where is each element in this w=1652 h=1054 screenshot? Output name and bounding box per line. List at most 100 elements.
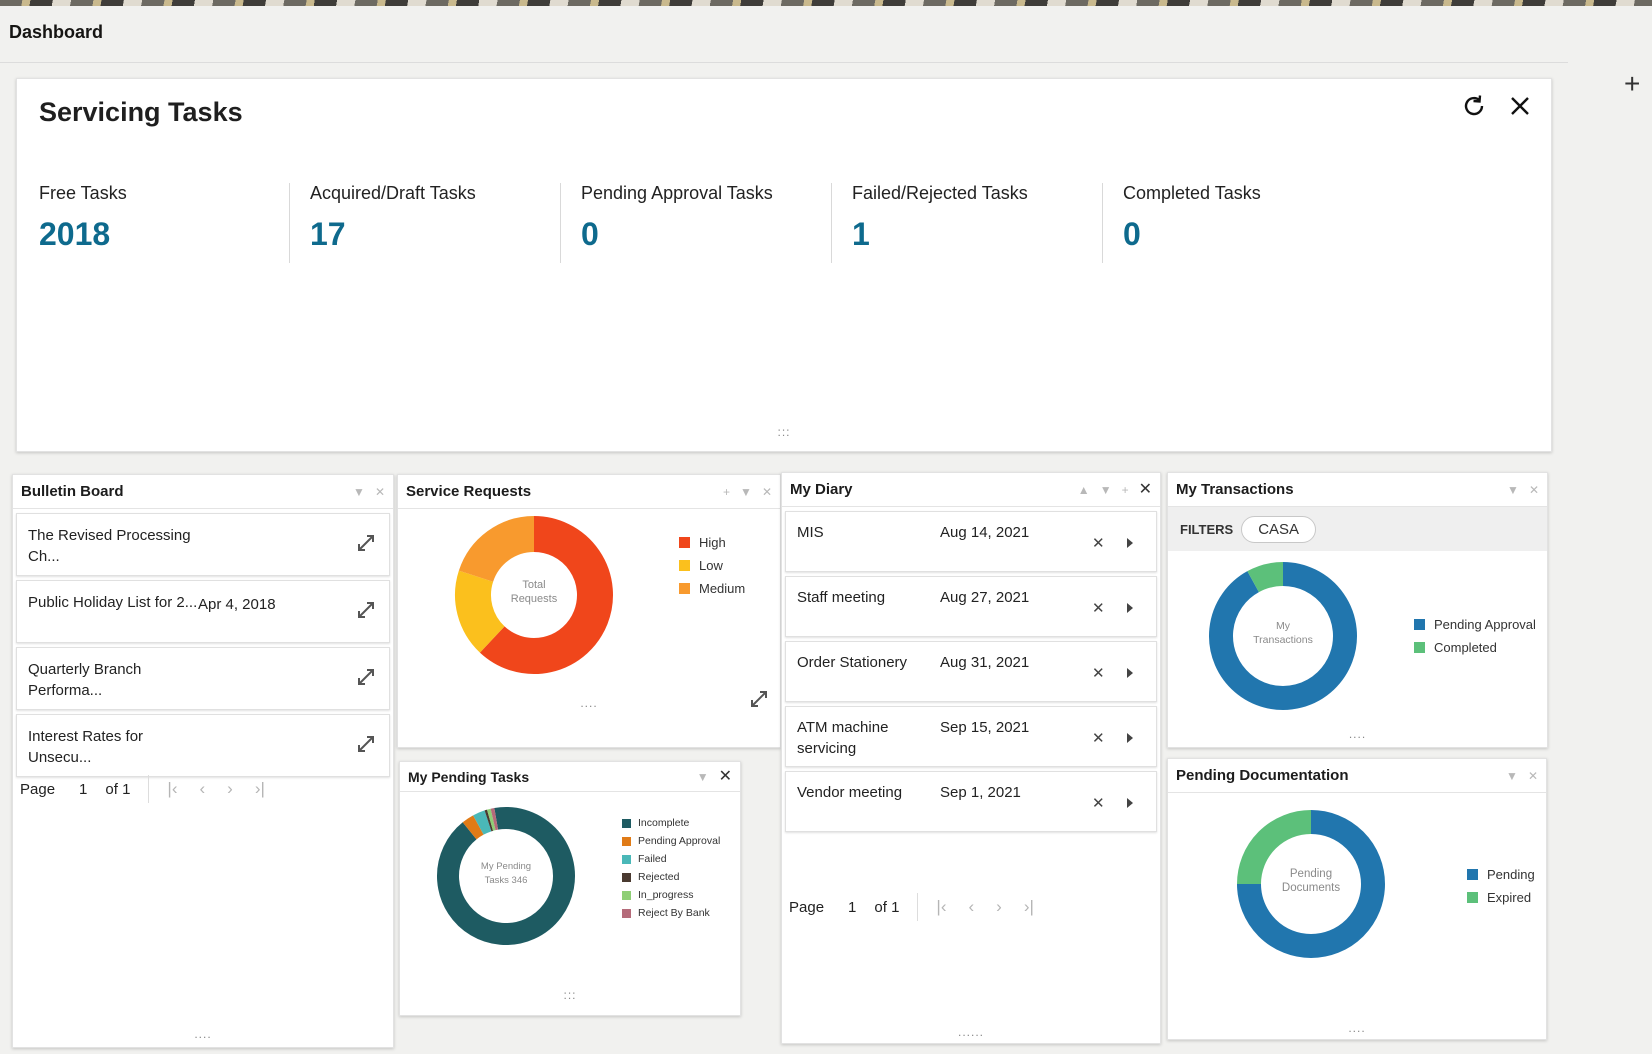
stat-free-tasks[interactable]: Free Tasks 2018 [39, 183, 290, 263]
delete-icon[interactable]: ✕ [1092, 665, 1105, 682]
close-icon[interactable] [1503, 89, 1537, 123]
close-icon[interactable]: ✕ [1527, 768, 1538, 783]
legend-swatch [679, 583, 690, 594]
resize-handle[interactable]: .... [1348, 1021, 1366, 1035]
list-item[interactable]: Staff meeting Aug 27, 2021 ✕ [785, 576, 1157, 637]
list-item[interactable]: Quarterly Branch Performa... [16, 647, 390, 710]
expand-icon[interactable] [357, 735, 375, 757]
donut-slice-pending[interactable] [1237, 810, 1385, 958]
list-item[interactable]: Public Holiday List for 2... Apr 4, 2018 [16, 580, 390, 643]
first-page-icon[interactable]: |‹ [936, 897, 947, 916]
donut-slice-expired[interactable] [1237, 810, 1312, 885]
pending-documentation-donut-chart: Pending Documents [1237, 810, 1385, 958]
stat-value[interactable]: 1 [852, 216, 870, 252]
my-pending-tasks-widget: My Pending Tasks ▼ ✕ My Pending Tasks 346… [399, 761, 741, 1016]
donut-slice-medium[interactable] [458, 516, 535, 583]
list-item[interactable]: ATM machine servicing Sep 15, 2021 ✕ [785, 706, 1157, 767]
chevron-right-icon[interactable] [1126, 601, 1134, 618]
expand-icon[interactable] [750, 690, 768, 713]
page-number-input[interactable]: 1 [848, 898, 857, 916]
my-diary-widget: My Diary ▲ ▼ + ✕ MIS Aug 14, 2021 ✕ Staf… [781, 472, 1161, 1044]
list-item[interactable]: Vendor meeting Sep 1, 2021 ✕ [785, 771, 1157, 832]
list-item[interactable]: Order Stationery Aug 31, 2021 ✕ [785, 641, 1157, 702]
list-item[interactable]: The Revised Processing Ch... [16, 513, 390, 576]
list-item[interactable]: Interest Rates for Unsecu... [16, 714, 390, 777]
stat-value[interactable]: 2018 [39, 216, 111, 252]
diary-date: Aug 27, 2021 [940, 589, 1030, 606]
expand-icon[interactable] [357, 601, 375, 623]
donut-slice-incomplete[interactable] [437, 807, 575, 945]
last-page-icon[interactable]: ›| [1023, 897, 1034, 916]
donut-slice-pending-approval[interactable] [1209, 562, 1357, 710]
stat-pending-approval-tasks[interactable]: Pending Approval Tasks 0 [581, 183, 832, 263]
stat-completed-tasks[interactable]: Completed Tasks 0 [1123, 183, 1374, 263]
chevron-right-icon[interactable] [1126, 536, 1134, 553]
resize-handle[interactable]: .... [1348, 727, 1367, 741]
last-page-icon[interactable]: ›| [254, 779, 265, 798]
resize-handle[interactable]: .... [194, 1027, 212, 1041]
donut-slice-low[interactable] [455, 570, 506, 653]
filter-icon[interactable]: ▼ [1099, 482, 1112, 497]
stat-value[interactable]: 0 [581, 216, 599, 252]
stat-acquired-draft-tasks[interactable]: Acquired/Draft Tasks 17 [310, 183, 561, 263]
bulletin-text: Public Holiday List for 2... [28, 594, 198, 611]
resize-handle[interactable]: ::: [563, 988, 577, 1002]
resize-handle[interactable]: ...... [957, 1025, 985, 1039]
delete-icon[interactable]: ✕ [1092, 535, 1105, 552]
donut-slice-completed[interactable] [1247, 562, 1284, 593]
donut-slice-in-progress[interactable] [487, 808, 496, 831]
legend-swatch [622, 818, 631, 828]
page-number-input[interactable]: 1 [79, 780, 88, 798]
donut-slice-failed[interactable] [473, 810, 492, 835]
legend-label: Incomplete [638, 817, 690, 829]
filters-label: FILTERS [1180, 521, 1234, 537]
delete-icon[interactable]: ✕ [1092, 795, 1105, 812]
filter-icon[interactable]: ▼ [353, 484, 365, 499]
donut-slice-pending-approval[interactable] [462, 815, 484, 840]
add-icon[interactable]: + [1121, 482, 1129, 497]
add-widget-button[interactable]: + [1624, 68, 1641, 99]
close-icon[interactable]: ✕ [761, 484, 772, 499]
diary-date: Aug 14, 2021 [940, 524, 1030, 541]
filter-chip-casa[interactable]: CASA [1241, 515, 1317, 543]
close-icon[interactable]: ✕ [1138, 480, 1152, 498]
previous-page-icon[interactable]: ‹ [199, 779, 206, 798]
filter-icon[interactable]: ▼ [1506, 768, 1518, 783]
delete-icon[interactable]: ✕ [1092, 600, 1105, 617]
expand-icon[interactable] [357, 534, 375, 556]
bell-icon[interactable]: ▲ [1077, 482, 1090, 497]
stat-value[interactable]: 0 [1123, 216, 1141, 252]
stat-value[interactable]: 17 [310, 216, 346, 252]
next-page-icon[interactable]: › [227, 779, 233, 798]
filters-bar: FILTERS CASA [1168, 507, 1547, 551]
next-page-icon[interactable]: › [996, 897, 1002, 916]
expand-icon[interactable] [357, 668, 375, 690]
list-item[interactable]: MIS Aug 14, 2021 ✕ [785, 511, 1157, 572]
chevron-right-icon[interactable] [1126, 666, 1134, 683]
chevron-right-icon[interactable] [1126, 731, 1134, 748]
add-icon[interactable]: + [723, 484, 731, 499]
resize-handle[interactable]: ::: [777, 425, 791, 439]
filter-icon[interactable]: ▼ [740, 484, 752, 499]
previous-page-icon[interactable]: ‹ [968, 897, 975, 916]
close-icon[interactable]: ✕ [718, 767, 732, 785]
donut-center-label: Total [522, 579, 545, 591]
donut-slice-high[interactable] [479, 516, 613, 674]
legend-item-rejected: Rejected [622, 868, 720, 886]
first-page-icon[interactable]: |‹ [167, 779, 178, 798]
donut-center-label: Requests [511, 593, 558, 605]
donut-slice-reject-by-bank[interactable] [490, 807, 499, 831]
page-label: Page [20, 780, 56, 798]
filter-icon[interactable]: ▼ [696, 769, 709, 784]
stat-failed-rejected-tasks[interactable]: Failed/Rejected Tasks 1 [852, 183, 1103, 263]
bulletin-board-widget: Bulletin Board ▼ ✕ The Revised Processin… [12, 474, 394, 1048]
close-icon[interactable]: ✕ [374, 484, 385, 499]
resize-handle[interactable]: .... [580, 696, 598, 710]
close-icon[interactable]: ✕ [1528, 482, 1539, 497]
donut-slice-rejected[interactable] [484, 809, 494, 832]
delete-icon[interactable]: ✕ [1092, 730, 1105, 747]
chevron-right-icon[interactable] [1126, 796, 1134, 813]
refresh-icon[interactable] [1457, 89, 1491, 123]
filter-icon[interactable]: ▼ [1507, 482, 1519, 497]
legend-label: Rejected [638, 871, 680, 883]
